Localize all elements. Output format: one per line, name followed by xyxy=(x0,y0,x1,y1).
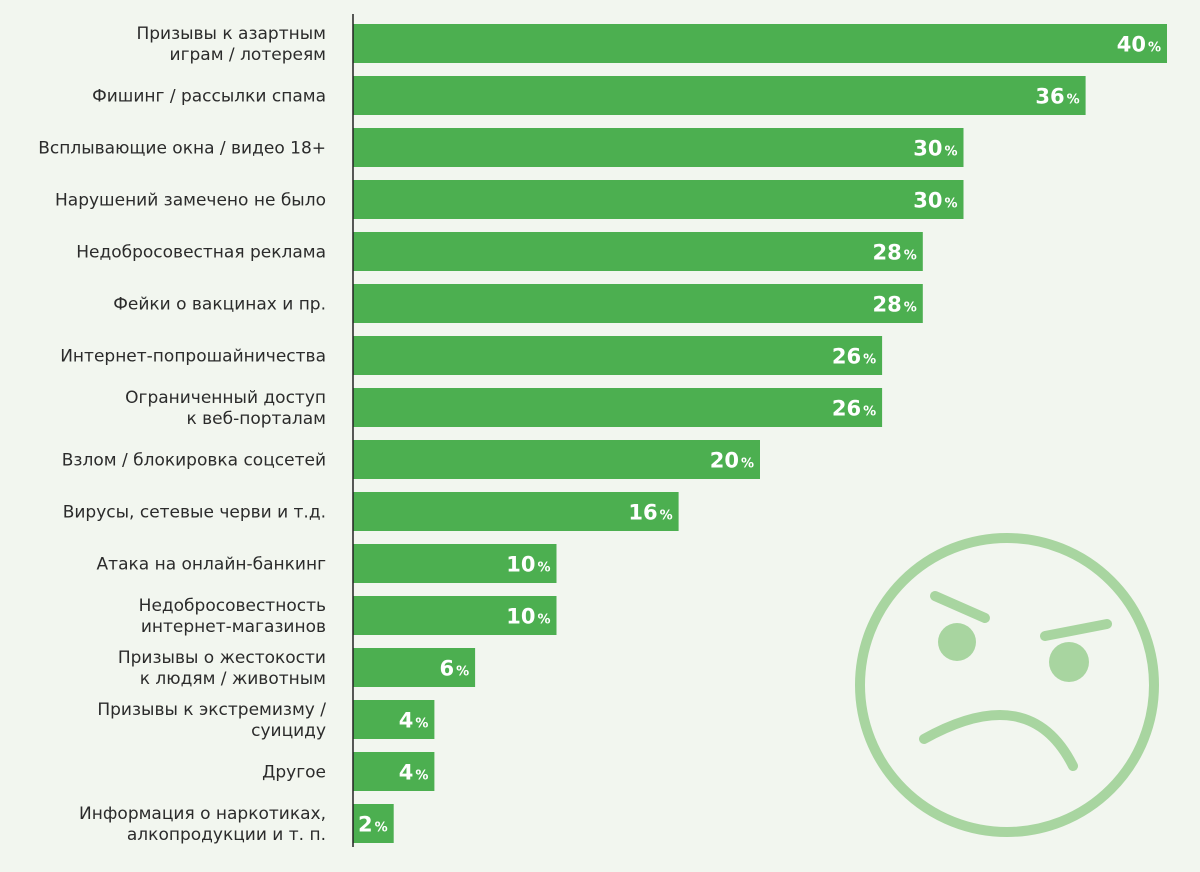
angry-face-icon xyxy=(855,533,1159,837)
bar-6 xyxy=(353,336,883,375)
category-label-8: Взлом / блокировка соцсетей xyxy=(62,451,326,471)
category-label-5: Фейки о вакцинах и пр. xyxy=(113,295,326,315)
value-label-6: 26% xyxy=(832,345,876,369)
category-label-2: Всплывающие окна / видео 18+ xyxy=(38,139,326,159)
bar-2 xyxy=(353,128,964,167)
category-label-1: Фишинг / рассылки спама xyxy=(92,87,326,107)
value-label-5: 28% xyxy=(873,293,917,317)
value-label-2: 30% xyxy=(913,137,957,161)
angry-face-mouth xyxy=(919,710,1078,771)
category-labels: Призывы к азартным играм / лотереям Фишинг… xyxy=(38,24,326,845)
category-label-11: Недобросовестность интернет-магазинов xyxy=(139,596,326,637)
category-label-6: Интернет-попрошайничества xyxy=(60,347,326,367)
value-label-13: 4% xyxy=(399,709,429,733)
bar-12 xyxy=(353,648,476,687)
category-label-0: Призывы к азартным играм / лотереям xyxy=(136,24,326,65)
value-label-11: 10% xyxy=(506,605,550,629)
category-label-9: Вирусы, сетевые черви и т.д. xyxy=(63,503,326,523)
category-label-4: Недобросовестная реклама xyxy=(76,243,326,263)
category-label-15: Информация о наркотиках, алкопродукции и … xyxy=(79,804,326,845)
category-label-12: Призывы о жестокости к людям / животным xyxy=(118,648,326,689)
category-label-10: Атака на онлайн-банкинг xyxy=(97,555,327,575)
angry-face-left-eye xyxy=(938,623,976,661)
category-label-7: Ограниченный доступ к веб-порталам xyxy=(125,388,326,429)
bar-8 xyxy=(353,440,760,479)
bar-1 xyxy=(353,76,1086,115)
value-label-0: 40% xyxy=(1117,33,1161,57)
bar-10 xyxy=(353,544,557,583)
bar-3 xyxy=(353,180,964,219)
value-label-14: 4% xyxy=(399,761,429,785)
bar-7 xyxy=(353,388,883,427)
bar-0 xyxy=(353,24,1167,63)
value-labels: 40 % 36 % 30 % 30 % 28 % 28 % 26 % 26 % 20 % 16 % 10 % 10 % 6 % 4%… xyxy=(358,33,1161,837)
category-label-13: Призывы к экстремизму / суициду xyxy=(97,700,326,741)
angry-face-right-eye xyxy=(1049,642,1089,682)
value-label-3: 30% xyxy=(913,189,957,213)
value-label-7: 26% xyxy=(832,397,876,421)
category-label-14: Другое xyxy=(262,763,326,783)
bars-layer xyxy=(353,24,1167,843)
bar-14 xyxy=(353,752,435,791)
bar-11 xyxy=(353,596,557,635)
bar-13 xyxy=(353,700,435,739)
value-label-1: 36% xyxy=(1035,85,1079,109)
value-label-8: 20% xyxy=(710,449,754,473)
value-label-10: 10% xyxy=(506,553,550,577)
value-label-4: 28% xyxy=(873,241,917,265)
angry-face-right-brow xyxy=(1040,619,1112,641)
angry-face-outline xyxy=(855,533,1159,837)
angry-face-left-brow xyxy=(930,591,990,623)
bar-15 xyxy=(353,804,394,843)
value-label-12: 6% xyxy=(439,657,469,681)
category-label-3: Нарушений замечено не было xyxy=(55,191,326,211)
bar-5 xyxy=(353,284,923,323)
bar-9 xyxy=(353,492,679,531)
bar-4 xyxy=(353,232,923,271)
value-label-15: 2% xyxy=(358,813,388,837)
value-label-9: 16% xyxy=(628,501,672,525)
